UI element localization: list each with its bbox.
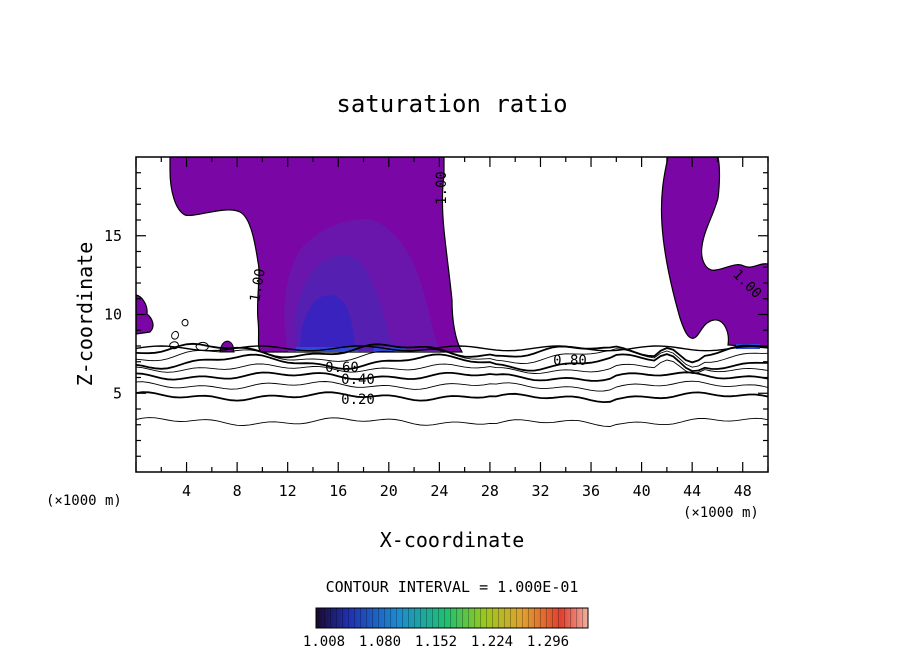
- small-loop-group: [169, 319, 209, 351]
- contour-loop: [169, 341, 179, 350]
- contour-line: [136, 359, 768, 374]
- colorbar: 1.008 1.080 1.152 1.224 1.296: [303, 607, 589, 650]
- x-unit-right: (×1000 m): [683, 505, 759, 521]
- contour-line-group: [136, 342, 768, 427]
- x-tick-label: 4: [182, 482, 191, 500]
- x-unit-left: (×1000 m): [46, 493, 122, 509]
- x-tick-label: 44: [683, 482, 701, 500]
- contour-line: [136, 417, 768, 427]
- contour-line: [136, 345, 768, 352]
- contour-loop: [195, 341, 209, 351]
- y-tick-label: 5: [113, 384, 122, 402]
- x-tick-label: 36: [582, 482, 600, 500]
- contour-line: [136, 371, 768, 382]
- x-tick-label: 20: [380, 482, 398, 500]
- colorbar-tick-label: 1.152: [415, 634, 457, 650]
- colorbar-tick-label: 1.296: [527, 634, 569, 650]
- contour-label: 1.00: [247, 267, 269, 303]
- x-tick-label: 16: [329, 482, 347, 500]
- supersaturated-fill-group: [136, 157, 768, 353]
- contour-label: 0.40: [341, 372, 375, 388]
- contour-label-group: 1.00 1.00 1.00 0.80 0.60 0.40 0.20: [247, 171, 764, 408]
- contour-label: 1.00: [434, 171, 450, 205]
- contour-interval-text: CONTOUR INTERVAL = 1.000E-01: [326, 578, 579, 596]
- fill-right-region: [660, 157, 768, 349]
- y-axis-ticks: 5 10 15: [104, 172, 768, 457]
- contour-label: 0.20: [341, 392, 375, 408]
- x-axis-ticks: 4 8 12 16 20 24 28 32 36 40 44 48: [135, 157, 769, 500]
- y-tick-label: 10: [104, 306, 122, 324]
- contour-label: 0.80: [553, 353, 587, 369]
- colorbar-hatch: [316, 608, 588, 628]
- colorbar-tick-label: 1.008: [303, 634, 345, 650]
- y-axis-title: Z-coordinate: [73, 242, 97, 387]
- colorbar-frame: [315, 607, 589, 629]
- x-tick-label: 8: [233, 482, 242, 500]
- x-tick-label: 48: [734, 482, 752, 500]
- x-tick-label: 12: [279, 482, 297, 500]
- contour-loop: [171, 330, 179, 340]
- contour-line: [136, 391, 768, 404]
- colorbar-tick-label: 1.224: [471, 634, 513, 650]
- contour-loop: [181, 319, 189, 327]
- fill-core-blue: [300, 295, 356, 352]
- x-tick-label: 28: [481, 482, 499, 500]
- x-axis-title: X-coordinate: [380, 528, 525, 552]
- contour-line: [136, 353, 768, 373]
- x-tick-label: 24: [430, 482, 448, 500]
- contour-label: 0.60: [325, 360, 359, 376]
- x-tick-label: 32: [531, 482, 549, 500]
- y-tick-label: 15: [104, 227, 122, 245]
- colorbar-tick-label: 1.080: [359, 634, 401, 650]
- chart-title: saturation ratio: [336, 90, 567, 118]
- x-tick-label: 40: [633, 482, 651, 500]
- contour-line: [136, 380, 768, 392]
